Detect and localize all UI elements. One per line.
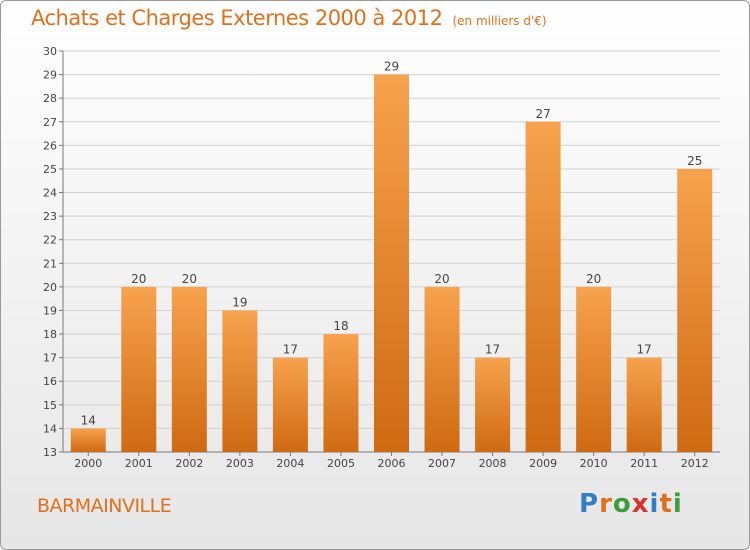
bar-2001 (121, 286, 157, 452)
y-tick-label: 22 (43, 234, 57, 247)
value-label-2002: 20 (182, 272, 197, 286)
bar-2012 (677, 168, 713, 453)
y-tick-label: 25 (43, 163, 57, 176)
value-label-2007: 20 (434, 272, 449, 286)
value-label-2009: 27 (535, 107, 550, 121)
y-tick-label: 30 (43, 45, 57, 58)
y-tick-label: 23 (43, 210, 57, 223)
y-tick-label: 14 (43, 422, 57, 435)
y-tick-label: 26 (43, 139, 57, 152)
value-label-2001: 20 (131, 272, 146, 286)
bar-2005 (323, 334, 359, 452)
bar-2009 (525, 121, 561, 452)
y-tick-label: 19 (43, 304, 57, 317)
logo-letter: P (579, 489, 600, 519)
y-tick-label: 21 (43, 257, 57, 270)
y-tick-label: 20 (43, 281, 57, 294)
x-tick-label-2006: 2006 (378, 457, 406, 470)
value-label-2006: 29 (384, 60, 399, 74)
value-label-2008: 17 (485, 343, 500, 357)
y-tick-label: 27 (43, 116, 57, 129)
chart-title: Achats et Charges Externes 2000 à 2012 (e… (31, 6, 547, 30)
x-tick-label-2008: 2008 (479, 457, 507, 470)
x-tick-label-2005: 2005 (327, 457, 355, 470)
bars (70, 74, 713, 453)
bar-2007 (424, 286, 460, 452)
value-label-2011: 17 (637, 343, 652, 357)
logo-letter: o (612, 489, 632, 519)
logo-letter: t (659, 489, 673, 519)
logo-letter: i (672, 489, 683, 519)
logo-letter: r (599, 489, 613, 519)
logo-letter: i (649, 489, 660, 519)
bar-2010 (576, 286, 612, 452)
bar-2006 (374, 74, 409, 453)
x-tick-label-2007: 2007 (428, 457, 456, 470)
x-tick-label-2009: 2009 (529, 457, 557, 470)
x-tick-label-2000: 2000 (74, 457, 102, 470)
y-tick-label: 24 (43, 187, 57, 200)
y-tick-label: 28 (43, 92, 57, 105)
x-tick-label-2011: 2011 (630, 457, 658, 470)
x-tick-label-2002: 2002 (175, 457, 203, 470)
town-name: BARMAINVILLE (37, 495, 172, 517)
chart-title-text: Achats et Charges Externes 2000 à 2012 (31, 6, 443, 30)
value-label-2004: 17 (283, 343, 298, 357)
x-tick-label-2012: 2012 (681, 457, 709, 470)
bar-2000 (70, 428, 106, 452)
y-tick-label: 18 (43, 328, 57, 341)
value-label-2012: 25 (687, 154, 702, 168)
value-label-2003: 19 (232, 295, 247, 309)
bar-2002 (171, 286, 207, 452)
bar-2004 (272, 357, 308, 452)
proxiti-logo[interactable]: Proxiti (579, 489, 683, 519)
y-tick-label: 29 (43, 69, 57, 82)
y-tick-label: 17 (43, 352, 57, 365)
value-label-2005: 18 (333, 319, 348, 333)
bar-2011 (626, 357, 662, 452)
labels: 13 14 15 16 17 18 19 20 21 22 23 24 25 26 27 28 29 30 14 20… (43, 45, 709, 470)
x-tick-label-2010: 2010 (580, 457, 608, 470)
y-tick-label: 16 (43, 375, 57, 388)
x-tick-label-2003: 2003 (226, 457, 254, 470)
chart-subtitle: (en milliers d'€) (452, 14, 547, 28)
value-label-2000: 14 (81, 413, 96, 427)
y-tick-label: 15 (43, 399, 57, 412)
value-label-2010: 20 (586, 272, 601, 286)
logo-letter: x (631, 489, 650, 519)
bar-2008 (475, 357, 511, 452)
x-tick-label-2001: 2001 (125, 457, 153, 470)
y-tick-label: 13 (43, 446, 57, 459)
x-tick-label-2004: 2004 (276, 457, 304, 470)
bar-2003 (222, 310, 258, 452)
